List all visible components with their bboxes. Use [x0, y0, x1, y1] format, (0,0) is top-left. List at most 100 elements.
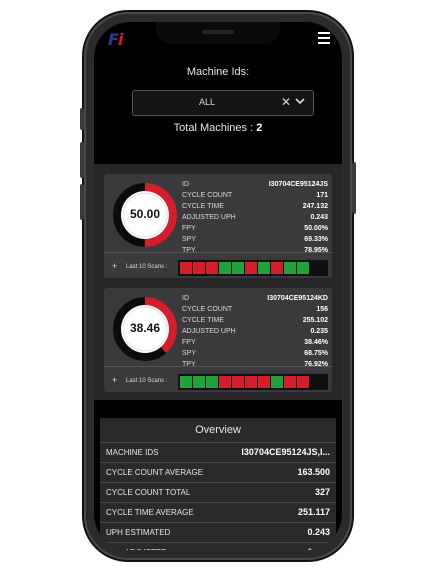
power-button — [352, 162, 356, 214]
gauge-value: 50.00 — [129, 207, 161, 221]
mute-switch — [80, 108, 84, 130]
machine-ids-select[interactable]: ALL ✕ — [132, 90, 314, 116]
scan-box-bad — [219, 376, 231, 388]
scan-box-bad — [297, 376, 309, 388]
hamburger-menu-icon[interactable] — [318, 32, 330, 44]
scan-box-bad — [206, 262, 218, 274]
card-divider — [104, 252, 332, 253]
stat-row-id: ID I30704CE95124KD — [182, 293, 328, 304]
gauge-center — [121, 305, 169, 353]
stat-value: 78.95% — [304, 247, 328, 254]
stat-value: I30704CE95124JS — [268, 181, 328, 188]
stat-value: I30704CE95124KD — [267, 295, 328, 302]
stat-key: ID — [182, 295, 189, 302]
expand-plus-icon[interactable]: + — [112, 261, 118, 271]
stat-key: ID — [182, 181, 189, 188]
stat-value: 0.243 — [310, 214, 328, 221]
last-scans-label: Last 10 Scans : — [126, 264, 168, 270]
scan-box-good — [206, 376, 218, 388]
stat-value: 156 — [316, 306, 328, 313]
stat-row-fpy: FPY 38.46% — [182, 337, 328, 348]
gauge-value: 38.46 — [129, 321, 161, 335]
stat-key: CYCLE TIME — [182, 317, 224, 324]
last-scans-row: + Last 10 Scans : — [104, 372, 332, 392]
stat-row-fpy: FPY 50.00% — [182, 223, 328, 234]
stat-value: 171 — [316, 192, 328, 199]
gauge-arc — [113, 183, 177, 247]
overview-value: 327 — [314, 487, 330, 497]
overview-key: CYCLE COUNT AVERAGE — [106, 468, 204, 477]
stat-row-adjusted-uph: ADJUSTED UPH 0.243 — [182, 212, 328, 223]
stat-key: TPY — [182, 247, 196, 254]
overview-row-cycle-count-total: CYCLE COUNT TOTAL 327 — [100, 482, 336, 502]
machine-list[interactable]: 50.00 ID I30704CE95124JS CYCLE COUNT 171 C… — [94, 164, 342, 400]
stat-value: 247.132 — [302, 203, 328, 210]
stat-value: 0.235 — [310, 328, 328, 335]
speaker-grille — [202, 30, 234, 34]
stat-row-cycle-count: CYCLE COUNT 171 — [182, 190, 328, 201]
overview-row-machine-ids: MACHINE IDS I30704CE95124JS,I... — [100, 442, 336, 462]
stat-value: 255.102 — [302, 317, 328, 324]
gauge-inner-ring — [122, 306, 168, 352]
machine-card[interactable]: 50.00 ID I30704CE95124JS CYCLE COUNT 171 C… — [104, 174, 332, 278]
last-scans-label: Last 10 Scans : — [126, 378, 168, 384]
overview-key: CYCLE TIME AVERAGE — [106, 508, 194, 517]
overview-value: 251.117 — [297, 507, 330, 517]
stat-row-cycle-count: CYCLE COUNT 156 — [182, 304, 328, 315]
stat-value: 50.00% — [304, 225, 328, 232]
last-scans-row: + Last 10 Scans : — [104, 258, 332, 278]
logo-letter-i: i — [117, 30, 124, 49]
machine-ids-label: Machine Ids: — [186, 66, 250, 78]
overview-value: 163.500 — [297, 467, 330, 477]
stat-key: CYCLE TIME — [182, 203, 224, 210]
stat-row-spy: SPY 69.33% — [182, 234, 328, 245]
stat-row-spy: SPY 68.75% — [182, 348, 328, 359]
gauge-inner-ring — [122, 192, 168, 238]
overview-key: UPH ADJUSTED — [106, 543, 167, 550]
scan-box-bad — [271, 262, 283, 274]
overview-title: Overview — [195, 424, 241, 436]
scan-box-bad — [245, 376, 257, 388]
machine-ids-selected-value: ALL — [198, 97, 215, 107]
clear-icon[interactable]: ✕ — [280, 95, 291, 109]
expand-plus-icon[interactable]: + — [112, 375, 118, 385]
chevron-down-icon[interactable] — [295, 96, 305, 106]
stat-row-adjusted-uph: ADJUSTED UPH 0.235 — [182, 326, 328, 337]
stat-key: CYCLE COUNT — [182, 306, 233, 313]
machine-stats: ID I30704CE95124JS CYCLE COUNT 171 CYCLE T… — [182, 179, 328, 256]
overview-value: I30704CE95124JS,I... — [241, 447, 330, 457]
stat-row-tpy: TPY 76.92% — [182, 359, 328, 370]
scan-box-good — [284, 262, 296, 274]
scan-box-good — [180, 376, 192, 388]
overview-key: CYCLE COUNT TOTAL — [106, 488, 191, 497]
total-machines-value: 2 — [256, 122, 263, 134]
overview-row-uph-estimated: UPH ESTIMATED 0.243 — [100, 522, 336, 542]
scan-box-good — [258, 262, 270, 274]
stat-key: CYCLE COUNT — [182, 192, 233, 199]
fpy-gauge — [113, 183, 177, 247]
scan-box-bad — [245, 262, 257, 274]
stat-key: FPY — [182, 339, 196, 346]
total-machines-label: Total Machines : — [173, 122, 257, 134]
phone-frame: Fi Machine Ids: ALL ✕ Total Machines : 2 — [80, 12, 356, 560]
top-bar: Fi — [94, 22, 342, 58]
scan-box-bad — [232, 376, 244, 388]
stat-key: ADJUSTED UPH — [182, 214, 236, 221]
scan-box-good — [193, 376, 205, 388]
fpy-gauge — [113, 297, 177, 361]
scan-box-good — [219, 262, 231, 274]
machine-stats: ID I30704CE95124KD CYCLE COUNT 156 CYCLE T… — [182, 293, 328, 370]
stat-value: 69.33% — [304, 236, 328, 243]
overview-value: 0.243 — [307, 527, 330, 537]
scan-box-good — [271, 376, 283, 388]
scan-box-good — [232, 262, 244, 274]
stat-key: SPY — [182, 350, 197, 357]
scan-box-bad — [258, 376, 270, 388]
stat-row-cycle-time: CYCLE TIME 247.132 — [182, 201, 328, 212]
app-logo[interactable]: Fi — [108, 30, 124, 49]
stat-value: 38.46% — [304, 339, 328, 346]
stat-value: 76.92% — [304, 361, 328, 368]
machine-card[interactable]: 38.46 ID I30704CE95124KD CYCLE COUNT 156 C… — [104, 288, 332, 392]
volume-down-button — [80, 184, 84, 220]
total-machines: Total Machines : 2 — [94, 122, 342, 134]
